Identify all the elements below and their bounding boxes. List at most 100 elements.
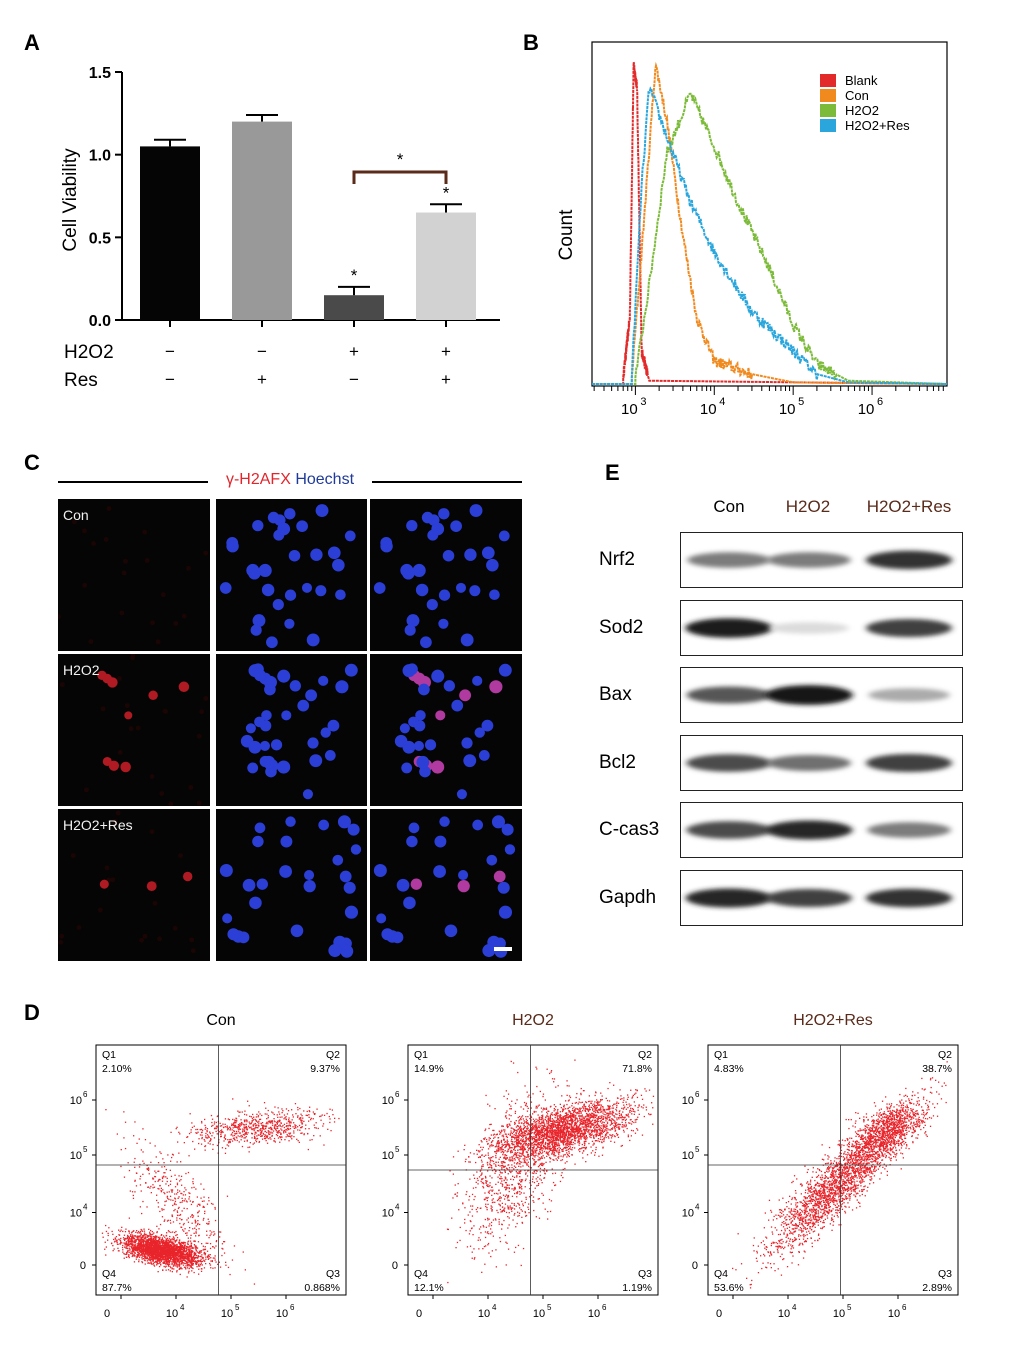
y-tick-label: 10 [382, 1150, 394, 1162]
blot-strip-sod2 [680, 599, 963, 656]
speckle [59, 682, 65, 688]
plot-frame [95, 1044, 347, 1296]
blue-nucleus [222, 913, 233, 924]
speckle [159, 791, 165, 797]
blue-nucleus [335, 680, 349, 694]
blue-nucleus [290, 924, 304, 938]
y-tick-label: 10 [70, 1208, 82, 1220]
micro-image [219, 504, 356, 649]
blue-nucleus [402, 566, 415, 580]
merged-nucleus [489, 680, 503, 694]
micro-con-merge [370, 499, 522, 651]
quadrant-percent: 38.7% [922, 1063, 952, 1075]
blue-nucleus [259, 740, 271, 752]
blue-nucleus [406, 835, 418, 848]
blue-nucleus [443, 680, 456, 692]
blue-nucleus [252, 835, 264, 848]
speckle [70, 853, 76, 859]
blue-nucleus [324, 750, 336, 761]
blot-band [767, 552, 851, 568]
quadrant-percent: 2.10% [102, 1063, 132, 1075]
blue-nucleus [248, 566, 261, 580]
legend-label: Con [845, 88, 869, 103]
panel-label-d: D [24, 1000, 40, 1025]
blot-band [687, 552, 771, 568]
blue-nucleus [419, 765, 431, 778]
histogram-h2o2 [592, 92, 948, 385]
x-tick-label: 10 [166, 1308, 178, 1320]
speckle [188, 785, 194, 791]
blue-nucleus [391, 931, 404, 944]
blue-nucleus [504, 844, 516, 855]
plot-frame [707, 1044, 959, 1296]
blue-nucleus [431, 522, 445, 536]
dot-plot-title: H2O2 [512, 1012, 554, 1029]
x-tick-label: 10 [888, 1308, 900, 1320]
blue-nucleus [242, 878, 256, 892]
blue-nucleus [284, 618, 295, 629]
blue-nucleus [260, 720, 272, 732]
blue-nucleus [402, 664, 416, 678]
blue-nucleus [498, 663, 512, 677]
quadrant-name: Q2 [638, 1049, 652, 1061]
blue-nucleus [381, 928, 394, 941]
blue-nucleus [277, 669, 291, 683]
quadrant-percent: 9.37% [310, 1063, 340, 1075]
dot-plot-title: Con [206, 1012, 236, 1029]
blue-nucleus [227, 928, 240, 941]
blue-nucleus [434, 835, 447, 848]
y-tick-exponent: 5 [695, 1145, 700, 1154]
blot-band [868, 688, 950, 702]
x-tick-exponent: 4 [180, 1303, 185, 1312]
y-tick-label: 1.0 [89, 148, 111, 165]
quadrant-percent: 14.9% [414, 1063, 444, 1075]
protein-label-gapdh: Gapdh [599, 886, 657, 908]
speckle [190, 948, 196, 954]
speckle [110, 877, 116, 883]
red-nucleus [99, 879, 109, 889]
blue-nucleus [245, 723, 256, 734]
blot-image [686, 753, 952, 772]
blue-nucleus [281, 710, 292, 721]
y-tick-exponent: 6 [83, 1090, 88, 1099]
speckle [97, 907, 103, 913]
bar-con [140, 146, 200, 320]
blot-band [865, 888, 953, 907]
speckle [196, 800, 202, 806]
y-tick-label: 0 [692, 1260, 698, 1272]
speckle [178, 853, 184, 859]
blue-nucleus [248, 740, 262, 754]
speckle [116, 676, 122, 682]
blue-nucleus [489, 589, 500, 601]
speckle [152, 900, 158, 906]
speckle [104, 865, 110, 871]
y-tick-exponent: 5 [395, 1145, 400, 1154]
blot-strip-nrf2 [680, 532, 963, 588]
x-tick-label: 10 [588, 1308, 600, 1320]
speckle [189, 937, 195, 943]
protein-label-nrf2: Nrf2 [599, 549, 635, 570]
blot-band [767, 754, 851, 771]
x-tick-exponent: 6 [902, 1303, 907, 1312]
blue-nucleus [302, 789, 313, 800]
significance-mark: * [443, 183, 450, 202]
x-tick-exponent: 4 [719, 396, 725, 408]
blue-nucleus [277, 760, 291, 774]
blue-nucleus [431, 669, 445, 683]
y-tick-exponent: 6 [695, 1090, 700, 1099]
blue-nucleus [280, 835, 293, 848]
y-tick-label: 10 [70, 1095, 82, 1107]
blue-nucleus [474, 727, 485, 738]
x-tick-exponent: 6 [877, 396, 883, 408]
blue-nucleus [320, 727, 331, 738]
blue-nucleus [261, 583, 275, 597]
x-tick-label: 10 [621, 401, 638, 418]
y-tick-label: 10 [682, 1095, 694, 1107]
red-nucleus [178, 681, 190, 693]
merged-nucleus [493, 870, 506, 883]
blue-nucleus [455, 582, 466, 593]
blue-nucleus [415, 583, 429, 597]
blue-nucleus [481, 546, 495, 560]
